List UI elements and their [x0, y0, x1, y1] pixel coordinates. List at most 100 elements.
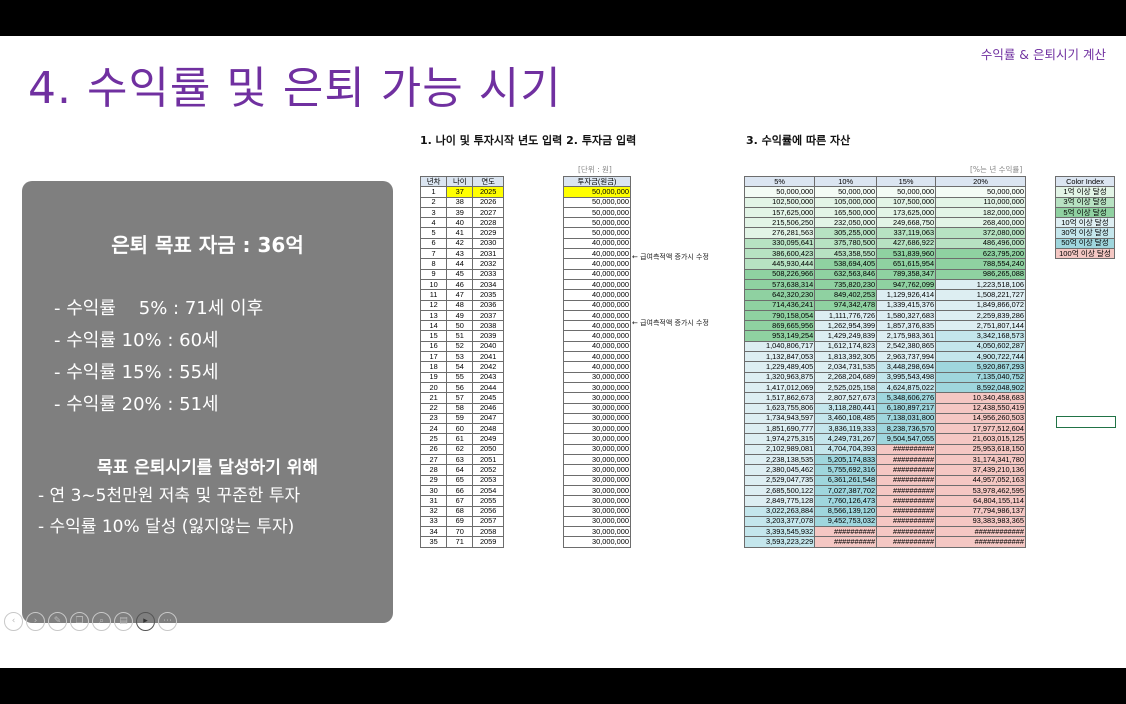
- investment-cell[interactable]: 40,000,000: [563, 361, 631, 373]
- asset-cell[interactable]: 445,930,444: [743, 258, 816, 270]
- table-cell[interactable]: 22: [419, 402, 448, 414]
- table-cell[interactable]: 61: [446, 433, 474, 445]
- asset-cell[interactable]: 5,205,174,833: [814, 454, 878, 466]
- investment-cell[interactable]: 40,000,000: [563, 309, 631, 322]
- investment-cell[interactable]: 30,000,000: [563, 484, 631, 497]
- asset-cell[interactable]: 1,508,221,727: [935, 289, 1026, 301]
- table-cell[interactable]: 14: [419, 320, 448, 332]
- table-cell[interactable]: 27: [419, 454, 448, 466]
- table-cell[interactable]: 2041: [472, 351, 504, 363]
- table-cell[interactable]: 70: [446, 526, 474, 538]
- asset-cell[interactable]: 375,780,500: [814, 237, 878, 250]
- asset-cell[interactable]: 790,158,054: [743, 309, 816, 322]
- asset-cell[interactable]: 623,795,200: [935, 248, 1026, 260]
- asset-cell[interactable]: 21,603,015,125: [935, 433, 1026, 445]
- table-cell[interactable]: 34: [419, 526, 448, 538]
- table-cell[interactable]: 62: [446, 443, 474, 456]
- table-cell[interactable]: 49: [446, 309, 474, 322]
- asset-cell[interactable]: 165,500,000: [814, 206, 878, 219]
- asset-cell[interactable]: ##########: [876, 454, 937, 466]
- asset-cell[interactable]: 947,762,099: [876, 278, 937, 291]
- asset-cell[interactable]: 1,849,866,072: [935, 299, 1026, 311]
- table-cell[interactable]: 10: [419, 278, 448, 291]
- asset-cell[interactable]: 1,580,327,683: [876, 309, 937, 322]
- subtitle-icon[interactable]: ▤: [114, 612, 133, 631]
- table-cell[interactable]: 2049: [472, 433, 504, 445]
- asset-cell[interactable]: 5,348,606,276: [876, 392, 937, 404]
- investment-cell[interactable]: 30,000,000: [563, 526, 631, 538]
- table-cell[interactable]: 2045: [472, 392, 504, 404]
- asset-cell[interactable]: 1,040,806,717: [743, 340, 816, 353]
- asset-cell[interactable]: ##########: [876, 526, 937, 538]
- investment-cell[interactable]: 50,000,000: [563, 217, 631, 229]
- asset-cell[interactable]: 3,118,280,441: [814, 402, 878, 414]
- asset-cell[interactable]: 3,460,108,485: [814, 412, 878, 425]
- asset-cell[interactable]: ############: [935, 536, 1026, 548]
- asset-cell[interactable]: 642,320,230: [743, 289, 816, 301]
- asset-cell[interactable]: 8,592,048,902: [935, 381, 1026, 394]
- asset-cell[interactable]: 632,563,846: [814, 268, 878, 280]
- asset-cell[interactable]: 9,504,547,055: [876, 433, 937, 445]
- asset-cell[interactable]: 869,665,956: [743, 320, 816, 332]
- investment-cell[interactable]: 40,000,000: [563, 248, 631, 260]
- table-cell[interactable]: 16: [419, 340, 448, 353]
- asset-cell[interactable]: 157,625,000: [743, 206, 816, 219]
- table-cell[interactable]: 2038: [472, 320, 504, 332]
- table-cell[interactable]: 29: [419, 474, 448, 486]
- table-cell[interactable]: 2026: [472, 196, 504, 208]
- asset-cell[interactable]: 1,132,847,053: [743, 351, 816, 363]
- table-cell[interactable]: 2031: [472, 248, 504, 260]
- asset-cell[interactable]: 1,429,249,839: [814, 330, 878, 342]
- table-cell[interactable]: 24: [419, 423, 448, 435]
- table-cell[interactable]: 4: [419, 217, 448, 229]
- investment-cell[interactable]: 30,000,000: [563, 515, 631, 528]
- table-cell[interactable]: 63: [446, 454, 474, 466]
- table-cell[interactable]: 7: [419, 248, 448, 260]
- asset-cell[interactable]: 2,238,138,535: [743, 454, 816, 466]
- asset-cell[interactable]: 1,734,943,597: [743, 412, 816, 425]
- table-cell[interactable]: 19: [419, 371, 448, 383]
- table-cell[interactable]: 2059: [472, 536, 504, 548]
- table-cell[interactable]: 2046: [472, 402, 504, 414]
- asset-cell[interactable]: 1,417,012,069: [743, 381, 816, 394]
- asset-cell[interactable]: ############: [935, 526, 1026, 538]
- asset-cell[interactable]: 427,686,922: [876, 237, 937, 250]
- table-cell[interactable]: 2043: [472, 371, 504, 383]
- table-cell[interactable]: 2035: [472, 289, 504, 301]
- asset-cell[interactable]: 8,566,139,120: [814, 505, 878, 517]
- table-cell[interactable]: 2055: [472, 495, 504, 507]
- asset-cell[interactable]: 2,807,527,673: [814, 392, 878, 404]
- table-cell[interactable]: 2052: [472, 464, 504, 476]
- table-cell[interactable]: 2044: [472, 381, 504, 394]
- asset-cell[interactable]: 453,358,550: [814, 248, 878, 260]
- table-cell[interactable]: 18: [419, 361, 448, 373]
- asset-cell[interactable]: 3,995,543,498: [876, 371, 937, 383]
- table-cell[interactable]: 64: [446, 464, 474, 476]
- asset-cell[interactable]: 1,813,392,305: [814, 351, 878, 363]
- table-cell[interactable]: 47: [446, 289, 474, 301]
- asset-cell[interactable]: 573,638,314: [743, 278, 816, 291]
- investment-cell[interactable]: 30,000,000: [563, 454, 631, 466]
- asset-cell[interactable]: 3,448,298,694: [876, 361, 937, 373]
- table-cell[interactable]: 2056: [472, 505, 504, 517]
- asset-cell[interactable]: 1,974,275,315: [743, 433, 816, 445]
- table-cell[interactable]: 20: [419, 381, 448, 394]
- table-cell[interactable]: 51: [446, 330, 474, 342]
- asset-cell[interactable]: 1,111,776,726: [814, 309, 878, 322]
- asset-cell[interactable]: 1,223,518,106: [935, 278, 1026, 291]
- investment-cell[interactable]: 40,000,000: [563, 268, 631, 280]
- asset-cell[interactable]: 2,529,047,735: [743, 474, 816, 486]
- asset-cell[interactable]: 508,226,966: [743, 268, 816, 280]
- asset-cell[interactable]: 4,050,602,287: [935, 340, 1026, 353]
- investment-cell[interactable]: 40,000,000: [563, 258, 631, 270]
- asset-cell[interactable]: 93,383,983,365: [935, 515, 1026, 528]
- asset-cell[interactable]: 1,857,376,835: [876, 320, 937, 332]
- asset-cell[interactable]: ##########: [876, 484, 937, 497]
- table-cell[interactable]: 2050: [472, 443, 504, 456]
- table-cell[interactable]: 21: [419, 392, 448, 404]
- asset-cell[interactable]: 337,119,063: [876, 227, 937, 239]
- table-cell[interactable]: 26: [419, 443, 448, 456]
- asset-cell[interactable]: 173,625,000: [876, 206, 937, 219]
- asset-cell[interactable]: 7,027,387,702: [814, 484, 878, 497]
- table-cell[interactable]: 25: [419, 433, 448, 445]
